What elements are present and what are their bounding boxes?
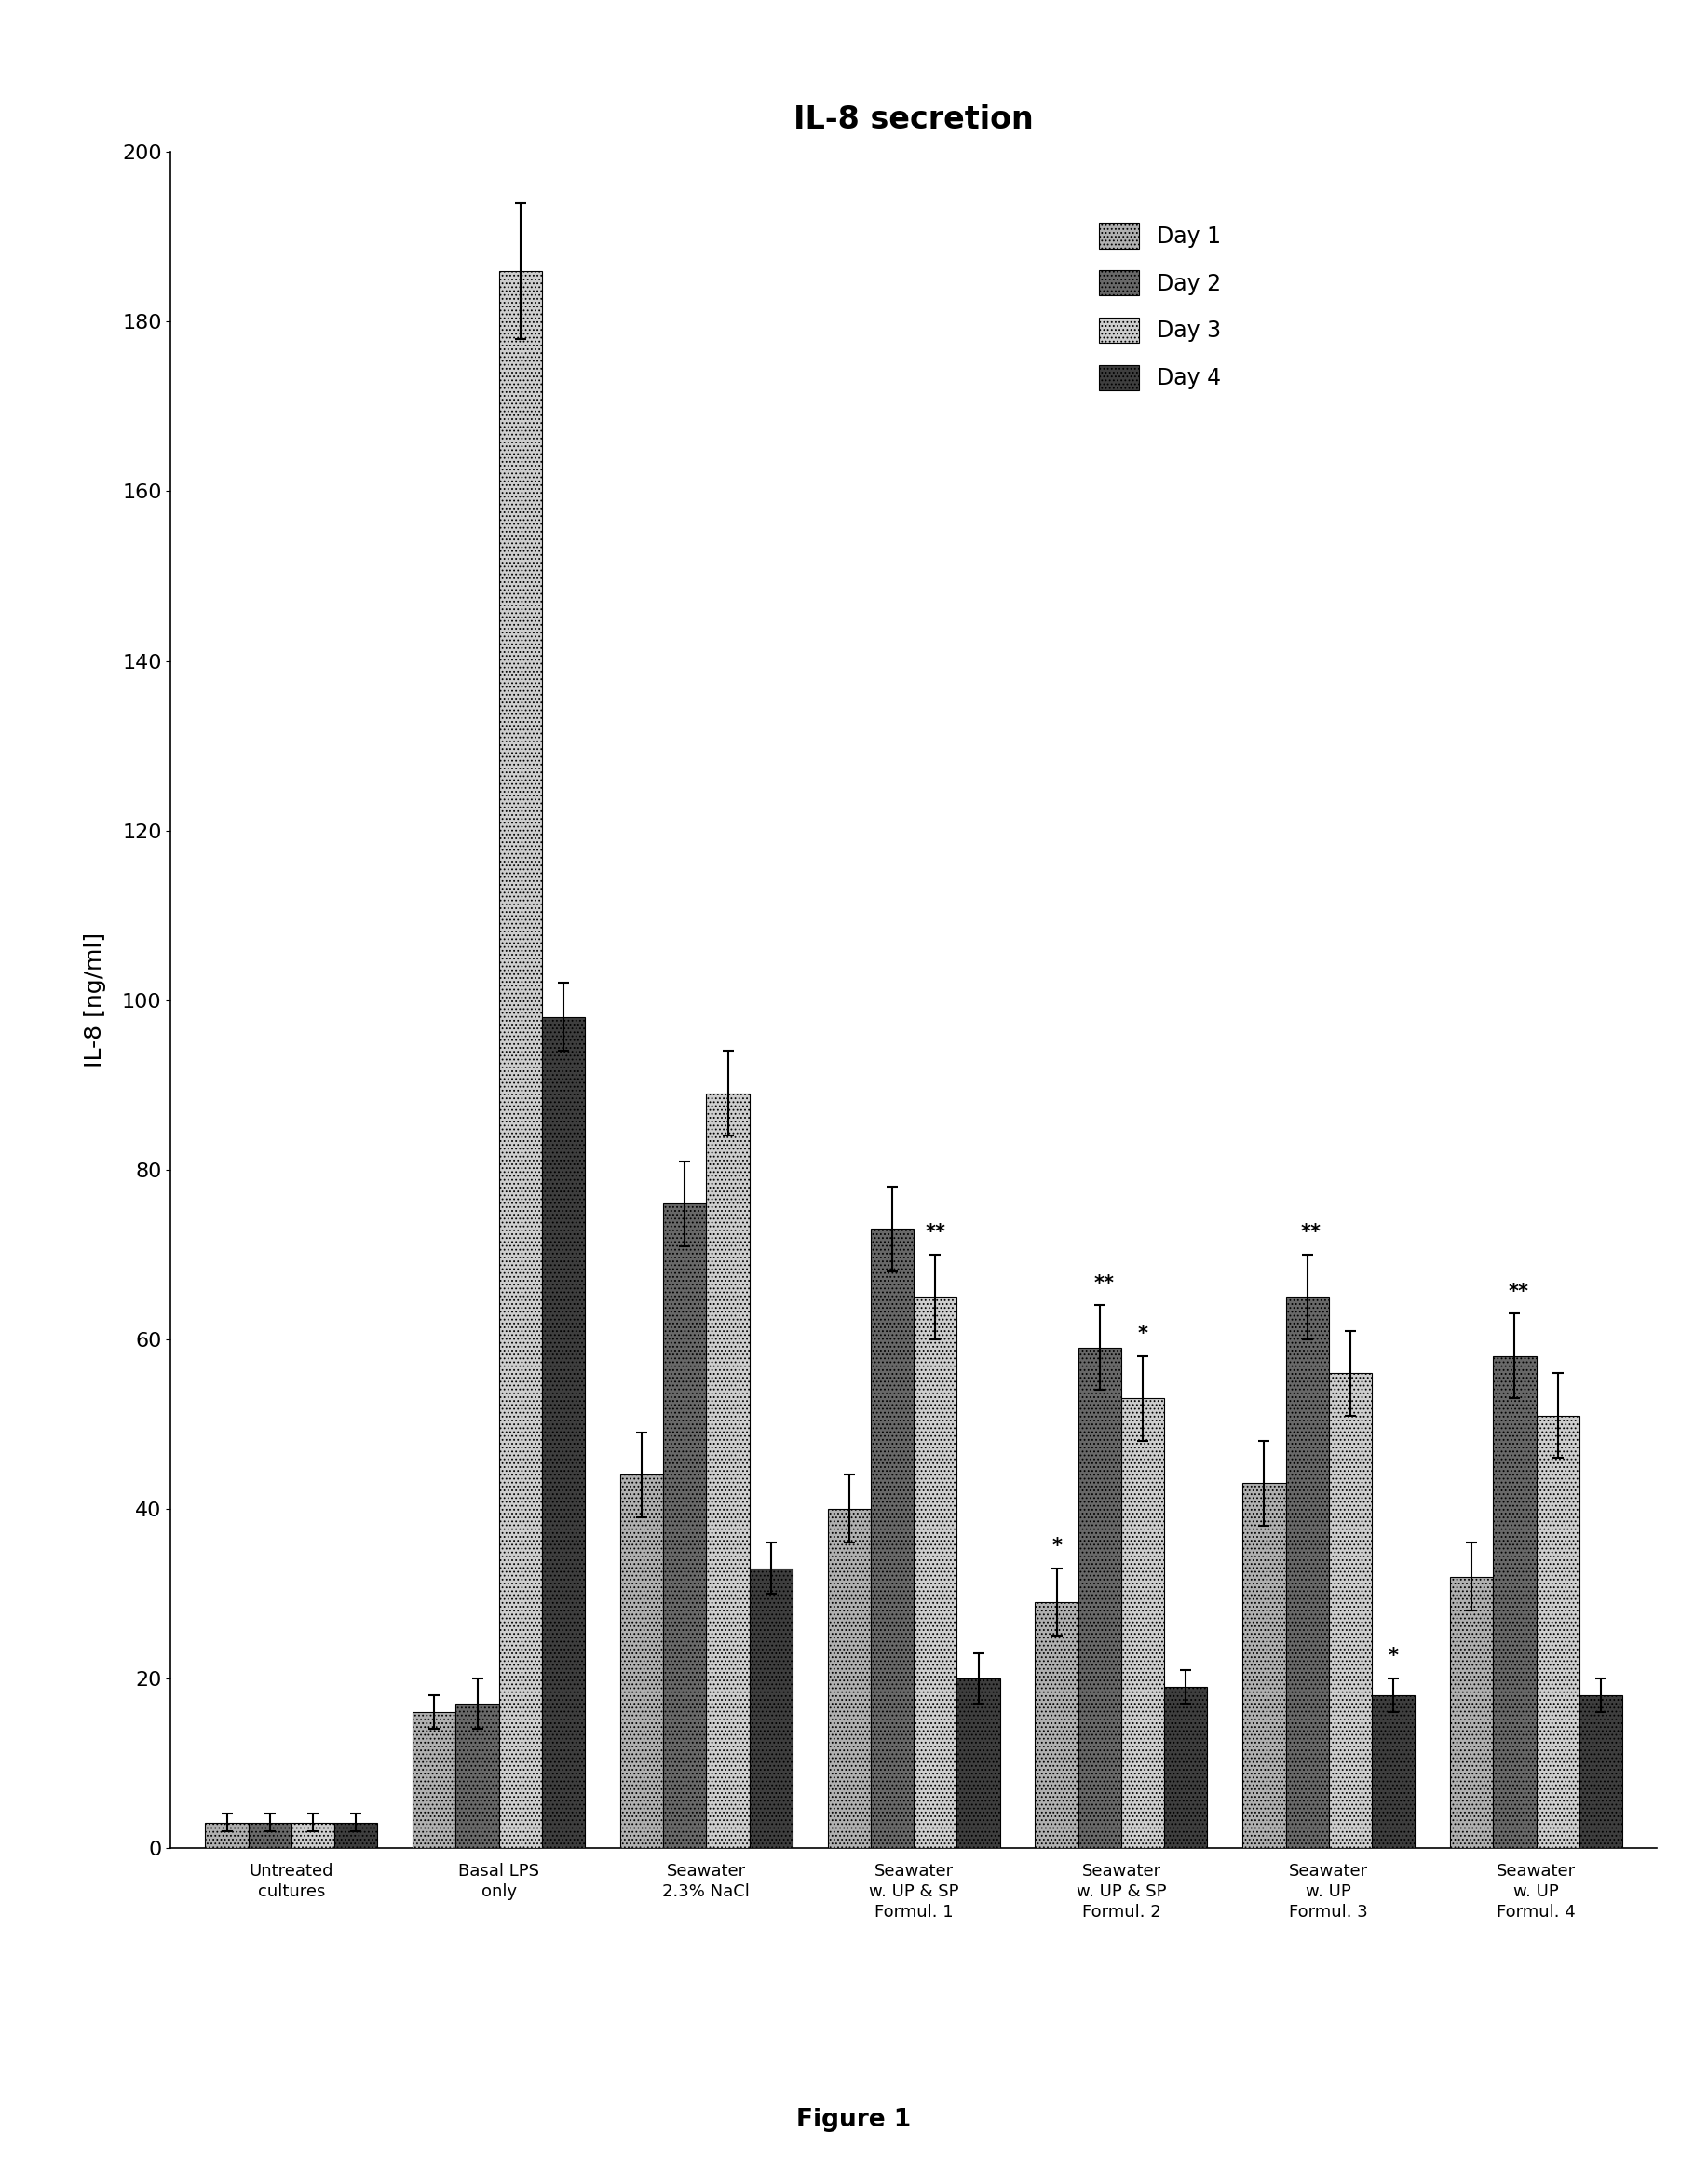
Bar — [1329, 1374, 1372, 1848]
Bar — [335, 1822, 377, 1848]
Bar — [914, 1296, 956, 1848]
Bar — [205, 1822, 248, 1848]
Bar — [499, 272, 541, 1848]
Text: Figure 1: Figure 1 — [796, 2107, 912, 2133]
Bar — [871, 1228, 914, 1848]
Bar — [1078, 1348, 1120, 1848]
Bar — [1243, 1483, 1286, 1848]
Text: **: ** — [1301, 1224, 1322, 1241]
Text: *: * — [1138, 1324, 1148, 1344]
Bar — [456, 1704, 499, 1848]
Bar — [1450, 1576, 1493, 1848]
Y-axis label: IL-8 [ng/ml]: IL-8 [ng/ml] — [84, 933, 106, 1067]
Text: **: ** — [1093, 1274, 1114, 1294]
Bar — [1372, 1696, 1414, 1848]
Text: **: ** — [1508, 1283, 1529, 1300]
Title: IL-8 secretion: IL-8 secretion — [794, 104, 1033, 135]
Bar — [1580, 1696, 1623, 1848]
Bar — [541, 1017, 584, 1848]
Bar — [1493, 1357, 1535, 1848]
Bar — [413, 1713, 456, 1848]
Bar — [663, 1204, 707, 1848]
Bar — [707, 1094, 750, 1848]
Bar — [1165, 1687, 1208, 1848]
Text: **: ** — [926, 1224, 946, 1241]
Bar — [620, 1474, 663, 1848]
Bar — [248, 1822, 292, 1848]
Bar — [292, 1822, 335, 1848]
Bar — [1120, 1398, 1165, 1848]
Text: *: * — [1389, 1648, 1399, 1665]
Text: *: * — [1052, 1537, 1062, 1554]
Legend: Day 1, Day 2, Day 3, Day 4: Day 1, Day 2, Day 3, Day 4 — [1091, 213, 1230, 400]
Bar — [956, 1678, 999, 1848]
Bar — [828, 1509, 871, 1848]
Bar — [1286, 1296, 1329, 1848]
Bar — [750, 1567, 793, 1848]
Bar — [1035, 1602, 1078, 1848]
Bar — [1535, 1415, 1580, 1848]
